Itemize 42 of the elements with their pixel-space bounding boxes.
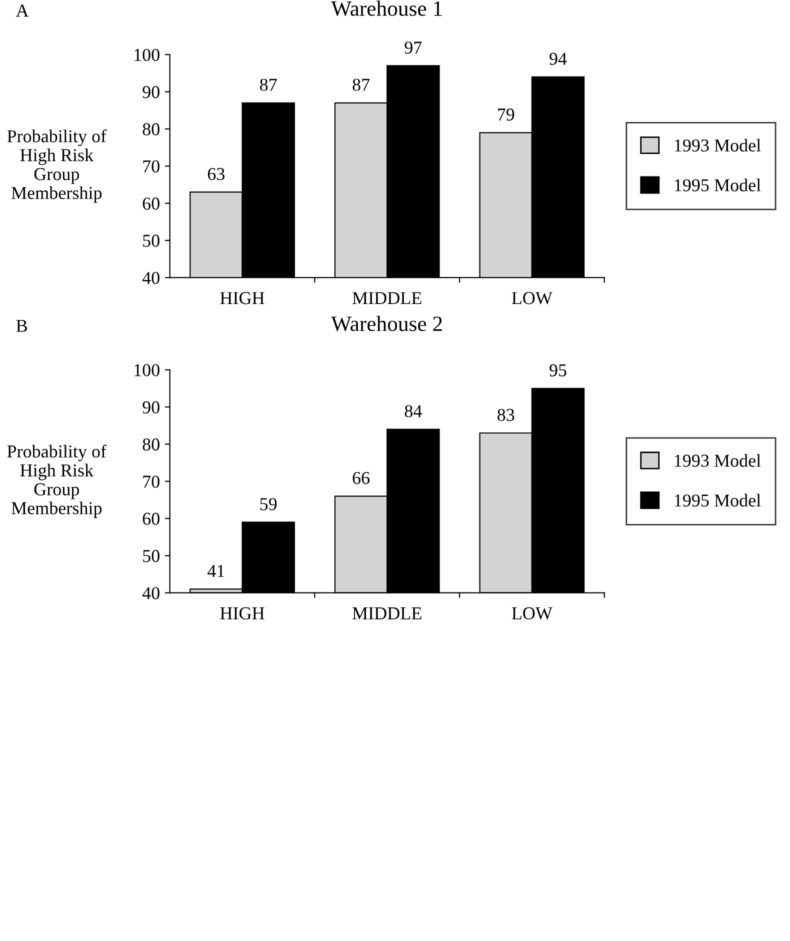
y-tick-label: 60: [142, 198, 160, 210]
data-label: 97: [404, 42, 422, 54]
data-label: 79: [498, 108, 514, 121]
y-tick-label: 80: [142, 123, 160, 136]
data-label: 83: [498, 408, 514, 421]
legend-label: 1995 Model: [674, 494, 761, 507]
chart-title: Warehouse 2: [331, 316, 442, 332]
legend-label: 1993 Model: [674, 138, 761, 152]
y-tick-label: 40: [142, 587, 160, 600]
y-tick-label: 80: [142, 438, 160, 451]
y-tick-label: 90: [142, 401, 160, 414]
data-label: 87: [352, 78, 370, 91]
x-tick-label: LOW: [512, 292, 552, 304]
y-tick-label: 40: [142, 272, 160, 284]
chart-title: Warehouse 1: [331, 0, 442, 16]
y-tick-label: 70: [143, 160, 160, 173]
y-tick-label: 100: [134, 48, 160, 62]
y-axis-title: Probability of High Risk Group Membership: [7, 444, 107, 518]
data-label: 87: [260, 78, 277, 91]
data-label: 94: [550, 52, 567, 65]
y-tick-label: 100: [134, 364, 160, 376]
y-tick-label: 60: [142, 512, 160, 525]
y-tick-label: 90: [142, 86, 160, 98]
y-axis-title: Probability of High Risk Group Membership: [7, 129, 107, 203]
y-tick-label: 70: [143, 476, 160, 488]
legend-label: 1993 Model: [674, 454, 761, 467]
text: B: [16, 320, 27, 332]
y-tick-label: 50: [143, 550, 160, 562]
data-label: 63: [208, 168, 225, 180]
data-label: 59: [260, 498, 277, 510]
legend-label: 1995 Model: [674, 178, 761, 192]
x-tick-label: LOW: [512, 607, 552, 620]
data-label: 66: [352, 472, 370, 484]
data-label: 95: [550, 364, 566, 376]
data-label: 84: [404, 405, 422, 418]
y-tick-label: 50: [143, 234, 160, 247]
x-tick-label: HIGH: [220, 607, 264, 620]
x-tick-label: MIDDLE: [352, 292, 422, 304]
x-tick-label: MIDDLE: [352, 607, 422, 620]
data-label: 41: [208, 565, 224, 577]
x-tick-label: HIGH: [220, 292, 264, 304]
text: A: [16, 4, 29, 17]
